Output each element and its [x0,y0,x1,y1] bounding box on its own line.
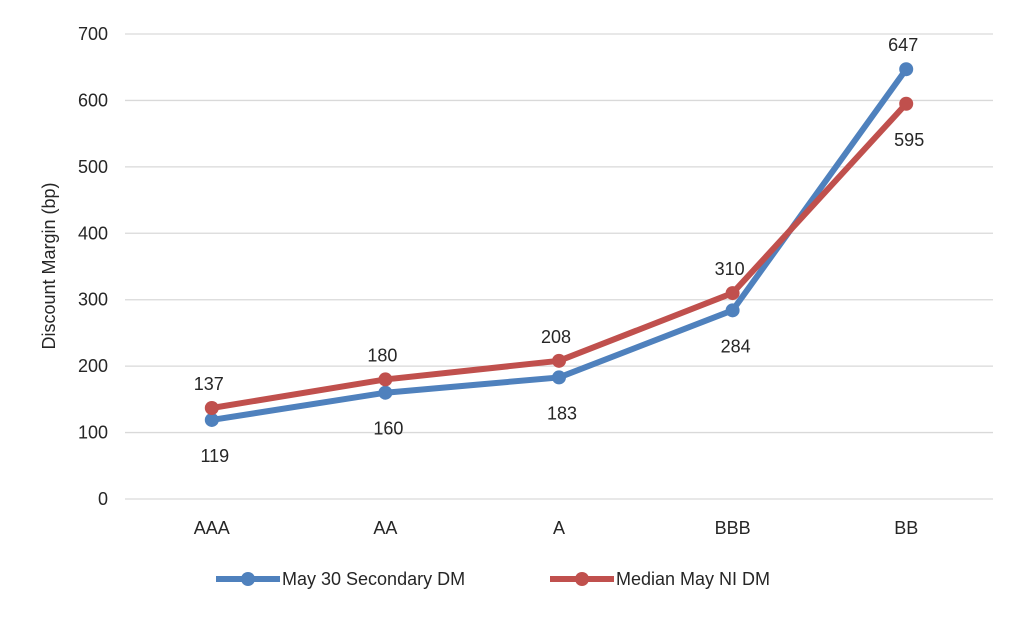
data-labels: 119 160 183 284 647 137 180 208 310 595 [194,35,924,466]
data-point [378,372,393,387]
data-label: 183 [547,403,577,423]
y-tick-label: 0 [98,489,108,509]
data-point [378,385,393,400]
y-tick-label: 300 [78,290,108,310]
data-label: 208 [541,327,571,347]
x-tick-label: BBB [715,518,751,538]
y-axis-title: Discount Margin (bp) [39,182,59,349]
y-tick-label: 200 [78,356,108,376]
data-label: 647 [888,35,918,55]
data-point [204,400,219,415]
data-label: 180 [367,345,397,365]
x-tick-label: AAA [194,518,230,538]
y-tick-label: 500 [78,157,108,177]
legend-marker [575,572,589,586]
data-label: 284 [721,336,751,356]
data-label: 160 [373,419,403,439]
y-tick-label: 700 [78,24,108,44]
data-point [552,370,566,385]
y-tick-label: 600 [78,90,108,110]
x-axis-ticks: AAA AA A BBB BB [194,518,918,538]
legend-label: May 30 Secondary DM [282,569,465,589]
legend-item: Median May NI DM [550,569,770,589]
legend-label: Median May NI DM [616,569,770,589]
data-point [725,303,740,318]
x-tick-label: A [553,518,565,538]
data-point [899,62,914,77]
x-tick-label: AA [373,518,397,538]
series-layer [204,62,914,427]
data-label: 137 [194,374,224,394]
data-point [899,96,914,111]
x-tick-label: BB [894,518,918,538]
y-axis-ticks: 0 100 200 300 400 500 600 700 [78,24,108,509]
legend: May 30 Secondary DM Median May NI DM [216,569,770,589]
data-point [552,353,566,368]
legend-item: May 30 Secondary DM [216,569,465,589]
grid-layer [125,33,993,500]
y-tick-label: 100 [78,423,108,443]
data-point [204,412,219,427]
data-point [725,286,740,301]
y-tick-label: 400 [78,223,108,243]
data-label: 119 [200,446,229,466]
data-label: 310 [715,259,745,279]
legend-marker [241,572,255,586]
data-label: 595 [894,130,924,150]
